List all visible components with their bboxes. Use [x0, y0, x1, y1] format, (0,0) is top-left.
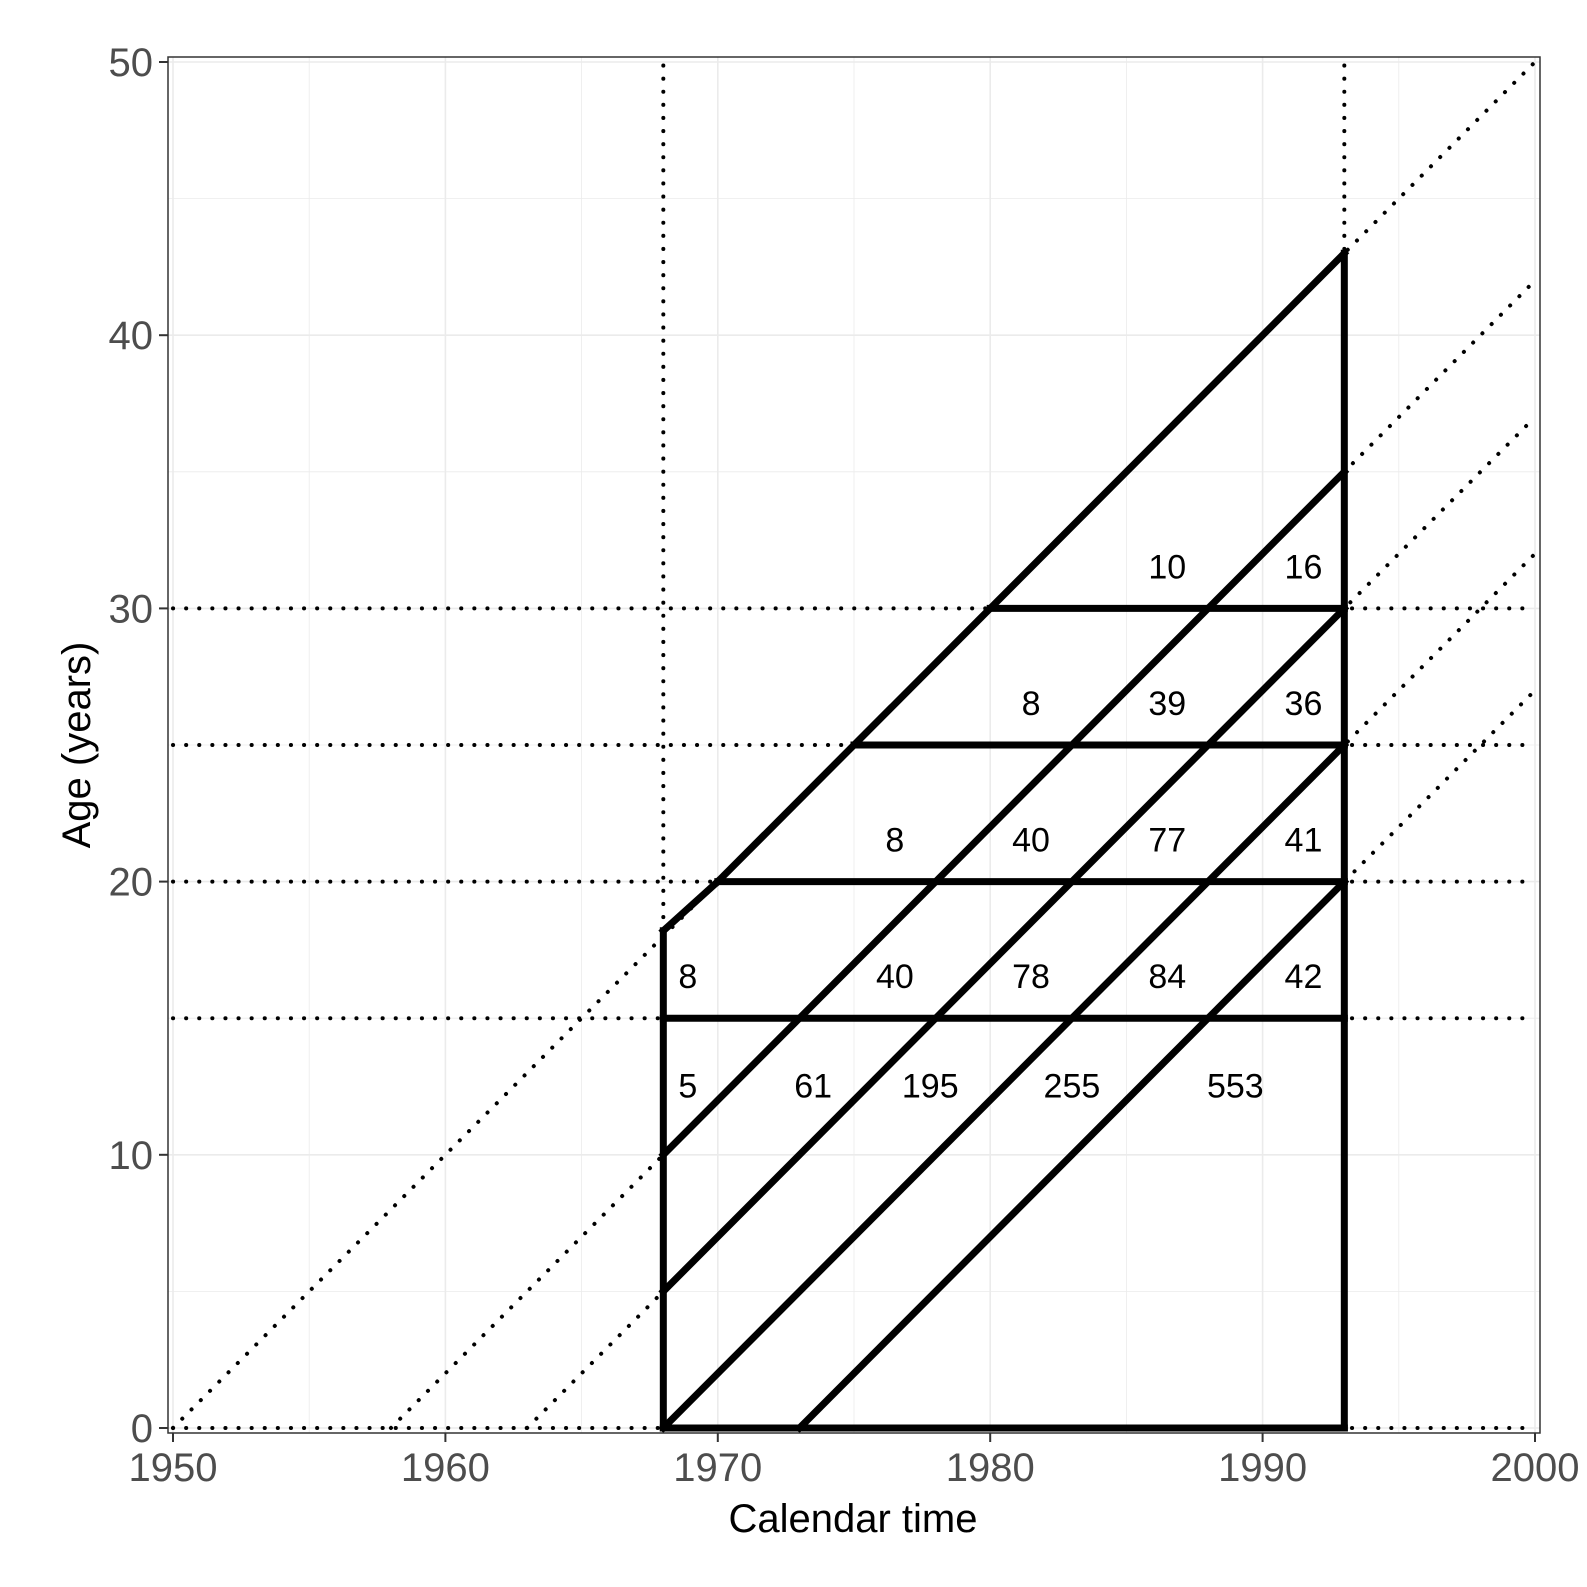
- oldest-cohort-line: [712, 248, 1350, 887]
- y-tick-label: 0: [131, 1407, 153, 1451]
- y-tick-label: 40: [109, 314, 154, 358]
- follow-up-lines: [658, 248, 1350, 1433]
- cell-count-label: 84: [1148, 958, 1186, 996]
- cell-count-label: 41: [1285, 822, 1323, 860]
- panel-border: [167, 56, 1541, 1434]
- cell-counts: 5 61 195 255 553 8 40 78 84 42 8 40 77 41 8 39 36 10 16: [678, 548, 1322, 1105]
- x-tick-label: 1980: [946, 1446, 1035, 1490]
- cell-count-label: 77: [1148, 822, 1186, 860]
- cell-count-label: 36: [1285, 685, 1323, 723]
- x-axis-title: Calendar time: [728, 1497, 977, 1541]
- x-tick-label: 1990: [1218, 1446, 1307, 1490]
- cell-count-label: 39: [1148, 685, 1186, 723]
- cohort-line: [658, 466, 1350, 1160]
- cell-count-label: 42: [1285, 958, 1323, 996]
- y-tick-label: 50: [109, 41, 154, 85]
- cell-count-label: 78: [1012, 958, 1050, 996]
- y-tick-label: 20: [109, 861, 154, 905]
- cohort-line: [794, 876, 1350, 1433]
- x-tick-label: 1970: [673, 1446, 762, 1490]
- cell-count-label: 8: [885, 822, 904, 860]
- axes: 1950 1960 1970 1980 1990 2000 0 10 20 30 40 50: [109, 41, 1580, 1490]
- y-axis-title: Age (years): [55, 642, 99, 849]
- y-tick-label: 30: [109, 587, 154, 631]
- x-tick-label: 1960: [401, 1446, 490, 1490]
- cell-count-label: 8: [1022, 685, 1041, 723]
- cohort-line: [658, 603, 1350, 1297]
- cell-count-label: 553: [1207, 1068, 1264, 1106]
- cell-count-label: 40: [876, 958, 914, 996]
- cell-count-label: 195: [902, 1068, 959, 1106]
- oldest-cohort-bevel: [658, 876, 723, 936]
- cell-count-label: 61: [794, 1068, 832, 1106]
- cell-count-label: 40: [1012, 822, 1050, 860]
- cell-count-label: 16: [1285, 548, 1323, 586]
- cell-count-label: 255: [1044, 1068, 1101, 1106]
- x-tick-label: 1950: [129, 1446, 218, 1490]
- cohort-line: [658, 740, 1350, 1433]
- y-tick-label: 10: [109, 1134, 154, 1178]
- x-tick-label: 2000: [1491, 1446, 1580, 1490]
- cell-count-label: 10: [1148, 548, 1186, 586]
- cell-count-label: 8: [678, 958, 697, 996]
- cell-count-label: 5: [678, 1068, 697, 1106]
